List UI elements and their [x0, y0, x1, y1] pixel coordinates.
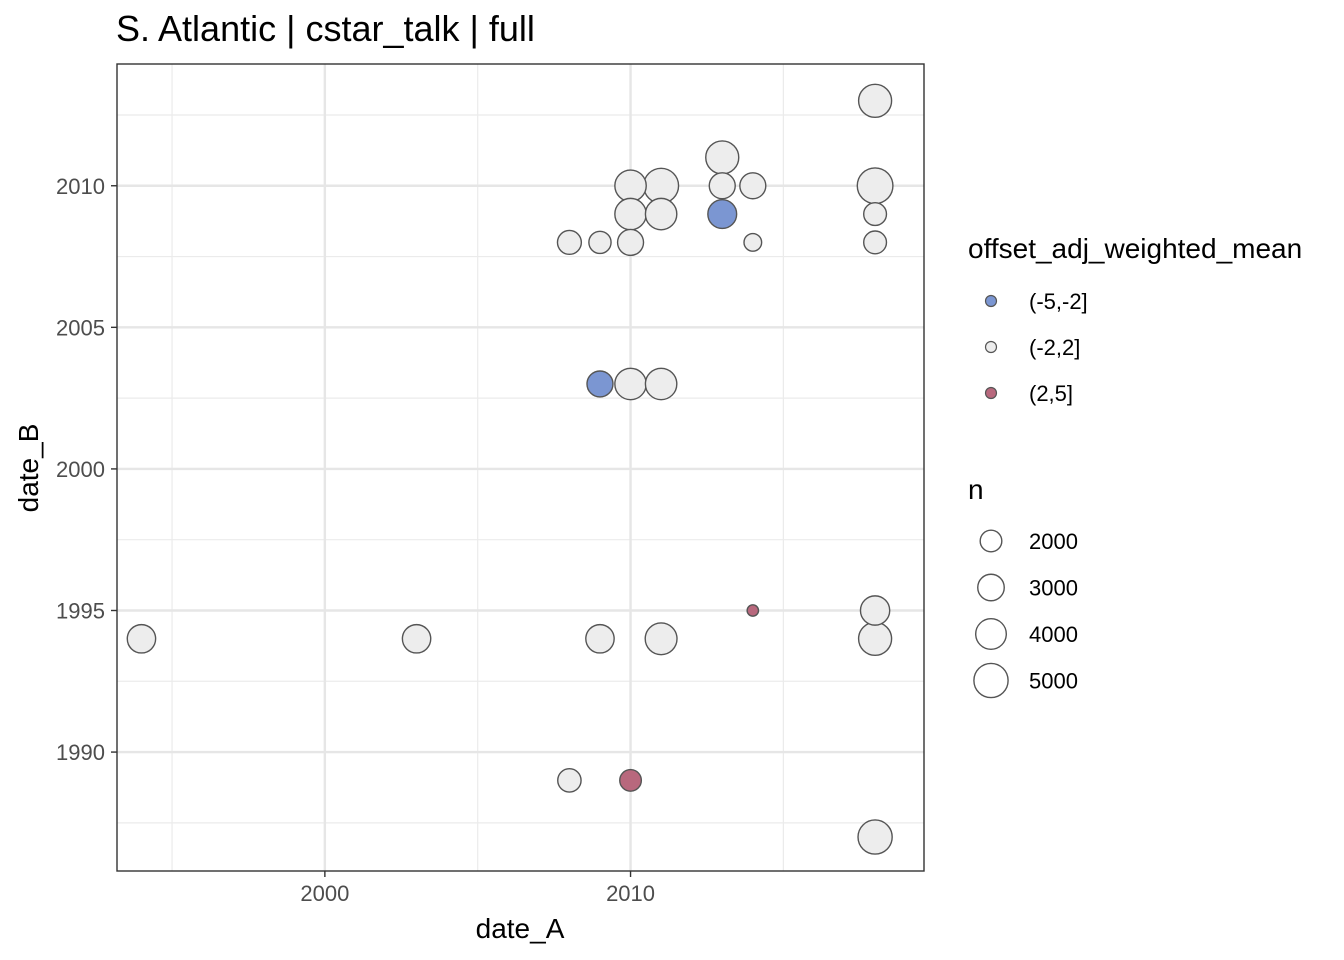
data-point	[619, 768, 643, 792]
data-point	[859, 595, 891, 626]
data-point	[739, 172, 767, 200]
y-tick-label: 2010	[56, 174, 105, 199]
color-legend-label: (-2,2]	[1029, 335, 1080, 360]
data-point	[614, 197, 647, 231]
data-point	[863, 230, 888, 255]
data-point	[707, 198, 738, 230]
y-tick-label: 1995	[56, 598, 105, 623]
y-axis-title: date_B	[13, 424, 44, 513]
data-point	[557, 768, 582, 793]
data-point	[856, 167, 894, 205]
x-axis: 2000 2010	[300, 871, 655, 906]
color-legend-key	[984, 340, 998, 354]
data-point	[616, 228, 645, 257]
data-point	[863, 201, 888, 227]
data-point	[746, 604, 760, 617]
data-point	[708, 172, 736, 200]
data-point	[614, 169, 647, 203]
data-point	[857, 83, 893, 119]
data-point	[556, 229, 583, 256]
size-legend-title: n	[968, 474, 984, 505]
size-legend: n 2000 3000 4000 5000	[968, 474, 1078, 699]
color-legend-label: (2,5]	[1029, 381, 1073, 406]
size-legend-label: 2000	[1029, 529, 1078, 554]
size-legend-label: 4000	[1029, 622, 1078, 647]
x-axis-title: date_A	[476, 913, 565, 944]
color-legend-key	[984, 386, 998, 400]
y-axis: 1990 1995 2000 2005 2010	[56, 174, 117, 765]
size-legend-key	[975, 618, 1007, 650]
data-point	[644, 367, 678, 401]
y-tick-label: 1990	[56, 740, 105, 765]
chart-title: S. Atlantic | cstar_talk | full	[116, 8, 535, 49]
x-tick-label: 2010	[606, 881, 655, 906]
color-legend-key	[984, 294, 998, 308]
data-point	[644, 622, 678, 656]
data-point	[585, 623, 615, 654]
data-point	[588, 230, 612, 255]
size-legend-key	[977, 573, 1005, 602]
data-points	[126, 83, 894, 855]
panel-background	[117, 64, 924, 871]
panel-border	[116, 63, 925, 872]
data-point	[586, 370, 614, 398]
minor-gridlines	[117, 64, 924, 871]
y-tick-label: 2005	[56, 315, 105, 340]
data-point	[705, 140, 740, 175]
x-tick-label: 2000	[300, 881, 349, 906]
data-point	[614, 367, 647, 401]
plot-panel	[116, 63, 925, 872]
data-point	[126, 623, 157, 654]
y-tick-label: 2000	[56, 457, 105, 482]
color-legend-title: offset_adj_weighted_mean	[968, 233, 1302, 264]
size-legend-label: 3000	[1029, 576, 1078, 601]
size-legend-key	[979, 529, 1003, 553]
data-point	[857, 819, 893, 855]
size-legend-label: 5000	[1029, 669, 1078, 694]
data-point	[644, 197, 678, 231]
data-point	[743, 232, 763, 252]
color-legend-label: (-5,-2]	[1029, 289, 1088, 314]
color-legend: offset_adj_weighted_mean (-5,-2] (-2,2] (2…	[968, 233, 1302, 406]
data-point	[401, 623, 432, 654]
size-legend-key	[973, 662, 1009, 699]
data-point	[857, 621, 893, 657]
